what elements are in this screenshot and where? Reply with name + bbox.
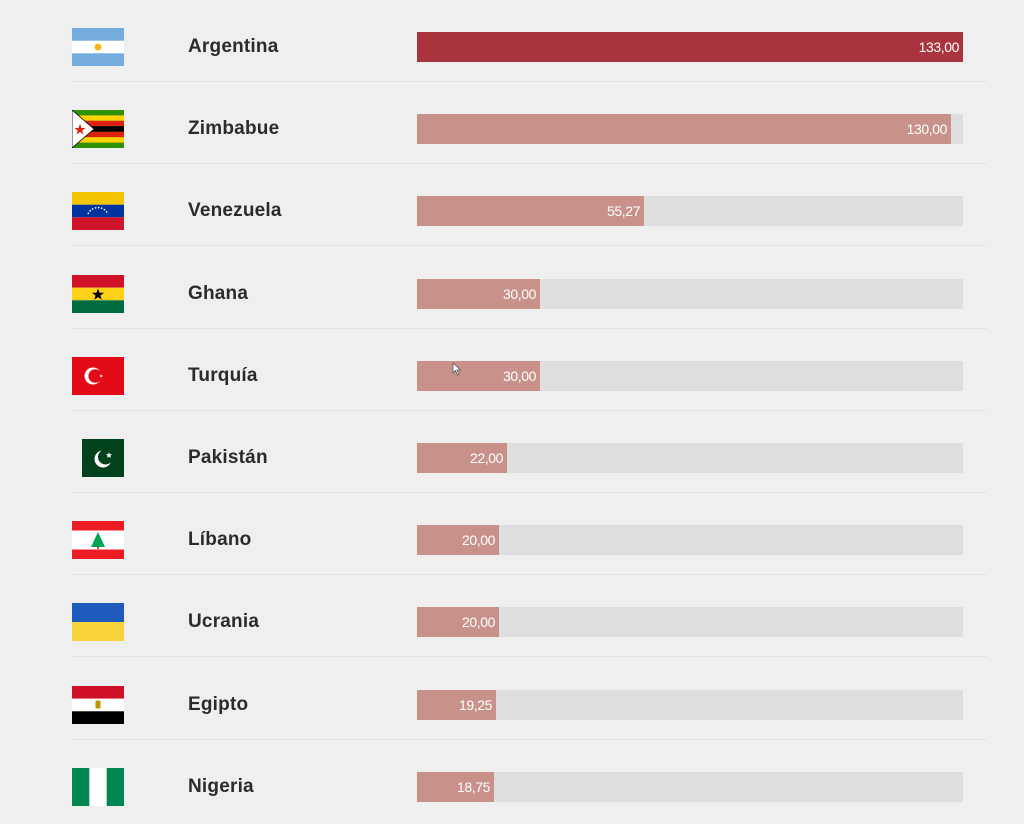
bar: 133,00	[417, 32, 963, 62]
row-divider	[72, 245, 987, 247]
bar: 30,00	[417, 278, 540, 309]
bar-track: 20,00	[417, 607, 963, 638]
ukraine-flag-icon	[72, 603, 124, 642]
bar: 130,00	[417, 114, 951, 145]
value-label: 55,27	[606, 203, 640, 220]
chart-row: Egipto 19,25	[72, 658, 987, 740]
value-label: 18,75	[456, 778, 490, 795]
value-label: 20,00	[461, 532, 495, 549]
chart-row: Ucrania 20,00	[72, 575, 987, 658]
chart-row: Venezuela 55,27	[72, 164, 987, 247]
chart-row: Zimbabue 130,00	[72, 82, 987, 165]
bar: 18,75	[417, 771, 494, 802]
bar: 22,00	[417, 443, 507, 473]
bar: 20,00	[417, 525, 499, 556]
category-label: Ucrania	[188, 611, 260, 633]
bar-track: 55,27	[417, 196, 963, 227]
bar-track: 22,00	[417, 443, 963, 473]
venezuela-flag-icon	[72, 192, 124, 231]
bar-track: 30,00	[417, 360, 963, 391]
bar-track: 30,00	[417, 278, 963, 309]
value-label: 22,00	[469, 450, 503, 466]
row-divider	[72, 738, 987, 740]
row-divider	[72, 492, 987, 493]
value-label: 19,25	[458, 696, 492, 713]
category-label: Argentina	[188, 36, 279, 57]
mouse-cursor-icon	[452, 362, 462, 376]
egypt-flag-icon	[72, 685, 124, 724]
category-label: Ghana	[188, 282, 249, 304]
row-divider	[72, 409, 987, 411]
bar-track: 19,25	[417, 689, 963, 720]
category-label: Egipto	[188, 693, 249, 715]
argentina-flag-icon	[72, 28, 124, 66]
turkey-flag-icon	[72, 356, 124, 395]
row-divider	[72, 574, 987, 576]
category-label: Zimbabue	[188, 118, 280, 140]
category-label: Líbano	[188, 529, 252, 551]
bar: 55,27	[417, 196, 644, 227]
bar: 30,00	[417, 360, 540, 391]
bar-track: 130,00	[417, 114, 963, 145]
bar-track: 18,75	[417, 771, 963, 802]
nigeria-flag-icon	[72, 767, 124, 806]
category-label: Venezuela	[188, 200, 282, 222]
bar: 20,00	[417, 607, 499, 638]
chart-row: Ghana 30,00	[72, 247, 987, 329]
ghana-flag-icon	[72, 274, 124, 313]
chart-row: Argentina 133,00	[72, 0, 987, 82]
chart-row: Pakistán 22,00	[72, 411, 987, 493]
value-label: 30,00	[502, 285, 536, 302]
bar-track: 20,00	[417, 525, 963, 556]
category-label: Turquía	[188, 364, 258, 386]
pakistan-flag-icon	[72, 439, 124, 477]
value-label: 133,00	[918, 39, 960, 55]
value-label: 30,00	[502, 367, 536, 384]
chart-row: Turquía 30,00	[72, 329, 987, 411]
bar: 19,25	[417, 689, 496, 720]
row-divider	[72, 81, 987, 82]
value-label: 130,00	[906, 121, 948, 138]
row-divider	[72, 327, 987, 329]
row-divider	[72, 656, 987, 658]
chart-row: Nigeria 18,75	[72, 740, 987, 822]
category-label: Pakistán	[188, 447, 268, 468]
row-divider	[72, 163, 987, 165]
zimbabwe-flag-icon	[72, 110, 124, 149]
bar-track: 133,00	[417, 32, 963, 62]
chart-row: Líbano 20,00	[72, 493, 987, 576]
lebanon-flag-icon	[72, 521, 124, 560]
category-label: Nigeria	[188, 775, 254, 797]
value-label: 20,00	[461, 614, 495, 631]
